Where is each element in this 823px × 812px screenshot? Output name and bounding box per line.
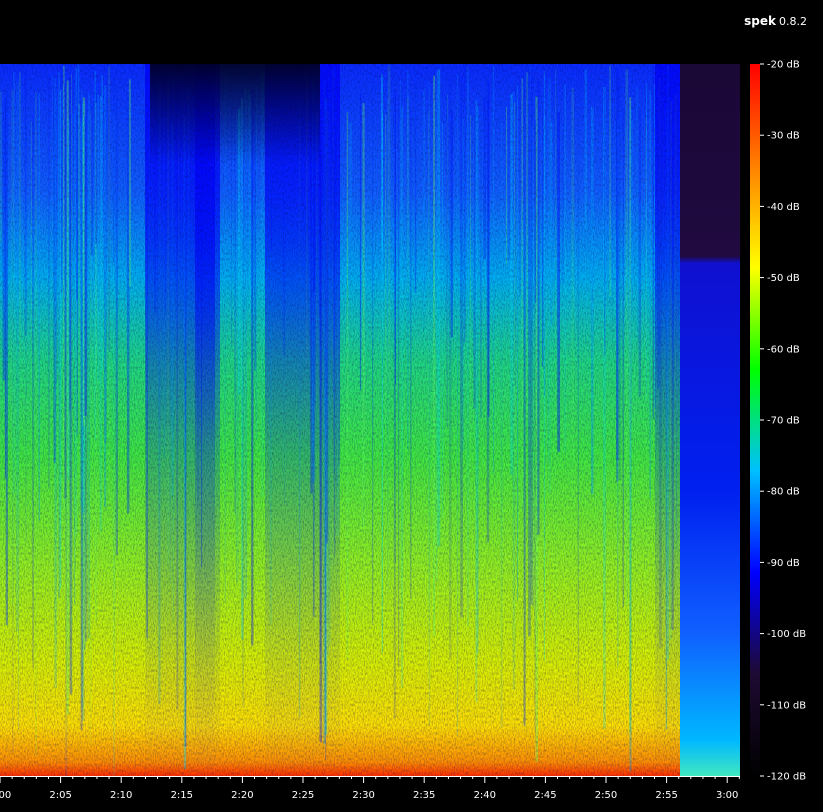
spectrogram-grain	[0, 64, 740, 776]
x-tick-label: 2:00	[0, 790, 11, 801]
color-scale-label: -90 dB	[767, 558, 800, 569]
app-name: spek	[744, 14, 776, 28]
x-tick-label: 2:30	[352, 790, 374, 801]
x-tick-label: 2:10	[110, 790, 132, 801]
x-tick-label: 2:15	[171, 790, 193, 801]
x-tick-label: 2:35	[413, 790, 435, 801]
color-scale-label: -80 dB	[767, 487, 800, 498]
x-tick-label: 3:00	[716, 790, 738, 801]
color-scale-label: -120 dB	[767, 772, 806, 783]
x-tick-label: 2:20	[231, 790, 253, 801]
x-tick-label: 2:55	[655, 790, 677, 801]
x-tick-label: 2:50	[595, 790, 617, 801]
spectrogram-top-shadow	[150, 64, 320, 164]
spectrogram-plot	[0, 64, 740, 776]
x-tick-label: 2:05	[49, 790, 71, 801]
spectrogram-heatmap	[0, 64, 740, 776]
color-scale-label: -70 dB	[767, 416, 800, 427]
color-scale-label: -30 dB	[767, 131, 800, 142]
x-tick-label: 2:25	[292, 790, 314, 801]
color-scale-label: -40 dB	[767, 202, 800, 213]
color-scale-bar	[750, 64, 760, 776]
color-scale-label: -20 dB	[767, 60, 800, 71]
color-scale-label: -110 dB	[767, 700, 806, 711]
color-scale-label: -50 dB	[767, 273, 800, 284]
color-scale-label: -60 dB	[767, 344, 800, 355]
spectrogram-tail	[680, 64, 740, 776]
x-tick-label: 2:40	[474, 790, 496, 801]
app-version: 0.8.2	[779, 15, 807, 28]
color-scale-label: -100 dB	[767, 629, 806, 640]
x-tick-label: 2:45	[534, 790, 556, 801]
app-brand: spek 0.8.2	[744, 14, 807, 28]
